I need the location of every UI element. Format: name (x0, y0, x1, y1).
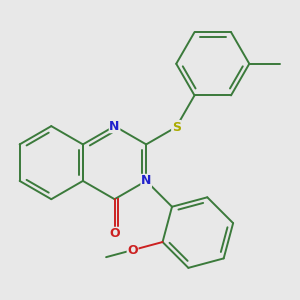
Text: O: O (127, 244, 138, 256)
Text: O: O (109, 227, 120, 240)
Text: N: N (110, 120, 120, 133)
Text: N: N (141, 174, 152, 188)
Text: S: S (172, 121, 181, 134)
